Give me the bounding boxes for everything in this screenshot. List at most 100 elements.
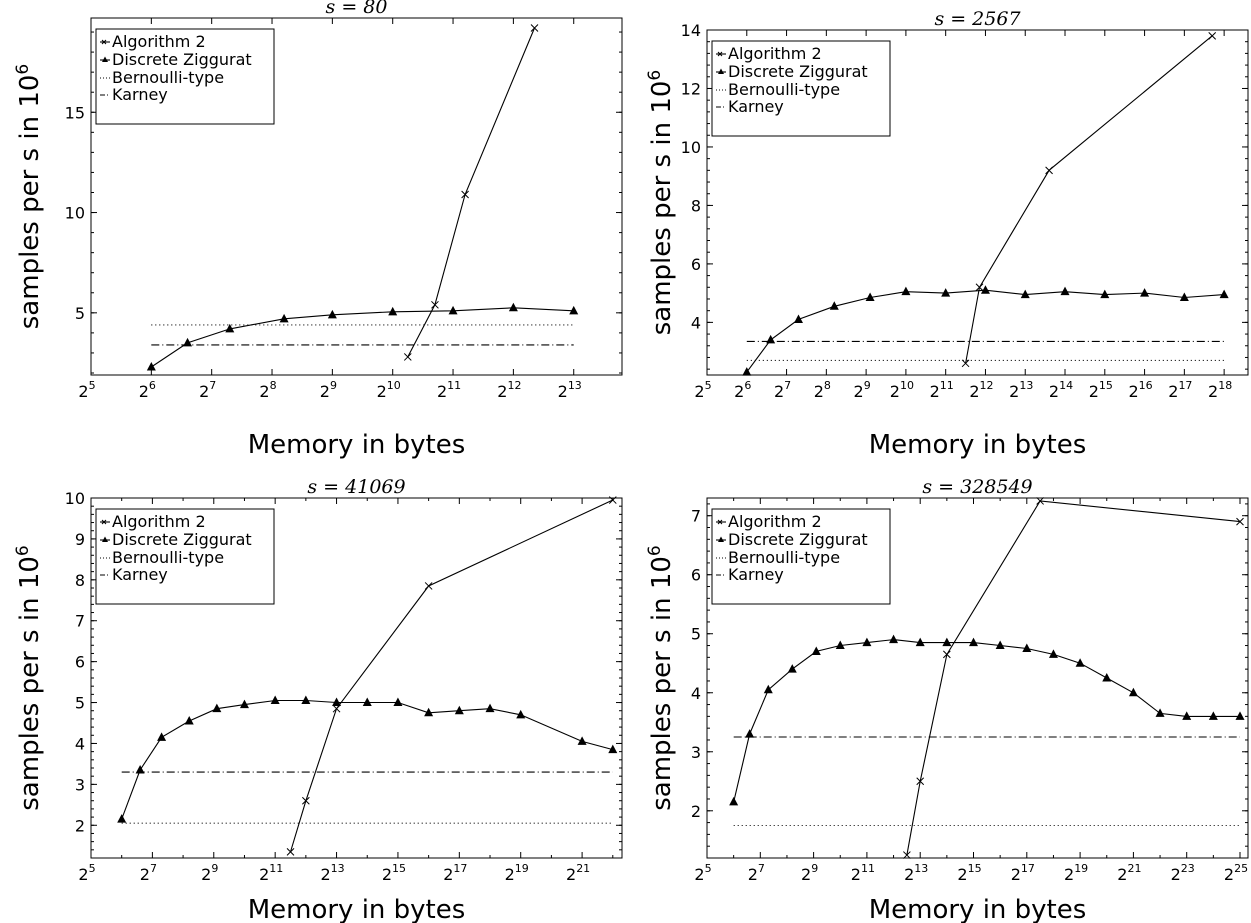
x-tick-label: 221 <box>566 862 590 884</box>
triangle-marker-point <box>763 684 773 694</box>
triangle-marker-point <box>835 640 845 650</box>
y-tick-label: 12 <box>681 79 701 98</box>
x-tick-label: 223 <box>1171 862 1195 884</box>
x-tick-label: 27 <box>140 862 157 884</box>
x-marker-point <box>431 300 439 309</box>
triangle-marker-point <box>1128 687 1138 697</box>
x-marker-point <box>608 496 617 504</box>
triangle-marker-point <box>225 323 235 333</box>
y-tick-label: 6 <box>75 653 85 672</box>
triangle-marker-point <box>901 286 911 296</box>
triangle-marker-point <box>1182 711 1192 720</box>
chart-title: s = 2567 <box>934 8 1021 30</box>
x-axis-label: Memory in bytes <box>869 895 1087 923</box>
legend-triangle-marker <box>102 536 108 542</box>
triangle-marker-point <box>212 703 222 713</box>
y-tick-label: 2 <box>75 816 85 835</box>
triangle-marker-point <box>766 334 776 344</box>
legend-label: Karney <box>728 97 784 116</box>
x-marker-point <box>975 283 984 292</box>
x-axis-label: Memory in bytes <box>248 895 466 923</box>
legend-label: Discrete Ziggurat <box>728 62 868 81</box>
y-tick-label: 14 <box>681 21 701 40</box>
legend-label: Algorithm 2 <box>728 44 822 63</box>
x-tick-label: 217 <box>1168 379 1192 401</box>
triangle-marker-point <box>362 697 372 707</box>
y-tick-label: 7 <box>691 507 701 526</box>
plot-frame <box>706 29 1249 376</box>
x-tick-label: 25 <box>78 862 95 884</box>
x-tick-label: 211 <box>259 862 283 884</box>
legend-label: Discrete Ziggurat <box>728 530 868 549</box>
triangle-marker-point <box>969 637 979 647</box>
x-marker-point <box>461 190 469 199</box>
triangle-marker-point <box>577 736 587 745</box>
x-tick-label: 210 <box>890 379 914 401</box>
y-axis-label: samples per s in 106 <box>13 64 45 329</box>
x-tick-label: 221 <box>1117 862 1141 884</box>
triangle-marker-point <box>980 285 990 294</box>
triangle-marker-point <box>508 302 518 312</box>
y-axis-label-exponent: 6 <box>645 545 665 556</box>
triangle-marker-point <box>729 796 739 806</box>
y-axis-label: samples per s in 106 <box>645 545 677 810</box>
x-tick-label: 25 <box>694 862 711 884</box>
y-tick-label: 8 <box>75 571 85 590</box>
triangle-marker-point <box>995 640 1005 650</box>
triangle-marker-point <box>485 703 495 713</box>
x-tick-label: 26 <box>139 379 156 401</box>
x-marker-point <box>942 650 951 659</box>
x-tick-label: 28 <box>814 379 831 401</box>
triangle-marker-point <box>117 814 127 823</box>
x-tick-label: 212 <box>969 379 993 401</box>
legend-label: Bernoulli-type <box>112 68 224 87</box>
y-tick-label: 2 <box>691 802 701 821</box>
triangle-marker-point <box>829 301 839 310</box>
x-tick-label: 27 <box>199 379 216 401</box>
triangle-marker-point <box>1208 711 1218 720</box>
triangle-marker-point <box>270 695 280 704</box>
legend-triangle-marker <box>718 536 724 542</box>
legend-x-marker <box>101 39 107 45</box>
triangle-marker-point <box>135 765 145 774</box>
triangle-marker-point <box>1219 289 1229 299</box>
y-axis-label-exponent: 6 <box>13 64 33 75</box>
triangle-marker-point <box>448 305 458 315</box>
y-tick-label: 3 <box>691 743 701 762</box>
triangle-marker-point <box>332 697 342 707</box>
y-tick-label: 3 <box>75 775 85 794</box>
x-tick-label: 29 <box>801 862 818 884</box>
triangle-marker-point <box>1155 708 1165 717</box>
triangle-marker-point <box>1100 289 1110 299</box>
triangle-marker-point <box>184 715 194 725</box>
x-tick-label: 29 <box>320 379 337 401</box>
triangle-marker-point <box>239 699 249 709</box>
legend-label: Algorithm 2 <box>728 512 822 531</box>
x-tick-label: 214 <box>1049 379 1073 401</box>
series-line-algorithm-2 <box>965 35 1213 364</box>
legend-box <box>711 40 891 137</box>
x-tick-label: 218 <box>1208 379 1232 401</box>
x-tick-label: 28 <box>259 379 276 401</box>
series-line-discrete-ziggurat <box>121 699 613 820</box>
x-tick-label: 219 <box>1064 862 1088 884</box>
chart-title: s = 328549 <box>922 476 1032 498</box>
y-tick-label: 10 <box>65 204 85 223</box>
chart-panel-2: s = 2567 25 26 27 28 29 210 211 212 213 214 215 216 2… <box>645 8 1249 460</box>
series-line-algorithm-2 <box>906 500 1241 856</box>
y-tick-label: 5 <box>75 304 85 323</box>
y-axis-label-text: samples per s in 10 <box>15 556 45 811</box>
x-axis-label: Memory in bytes <box>869 430 1087 460</box>
legend-x-marker <box>101 519 107 525</box>
triangle-marker-point <box>608 744 618 754</box>
triangle-marker-point <box>569 305 579 315</box>
legend-triangle-marker <box>718 68 724 74</box>
x-tick-label: 215 <box>382 862 406 884</box>
x-tick-label: 25 <box>694 379 711 401</box>
triangle-marker-point <box>941 288 951 297</box>
x-tick-label: 225 <box>1224 862 1248 884</box>
y-axis-label-text: samples per s in 10 <box>15 75 45 330</box>
y-axis-label-exponent: 6 <box>645 70 665 81</box>
